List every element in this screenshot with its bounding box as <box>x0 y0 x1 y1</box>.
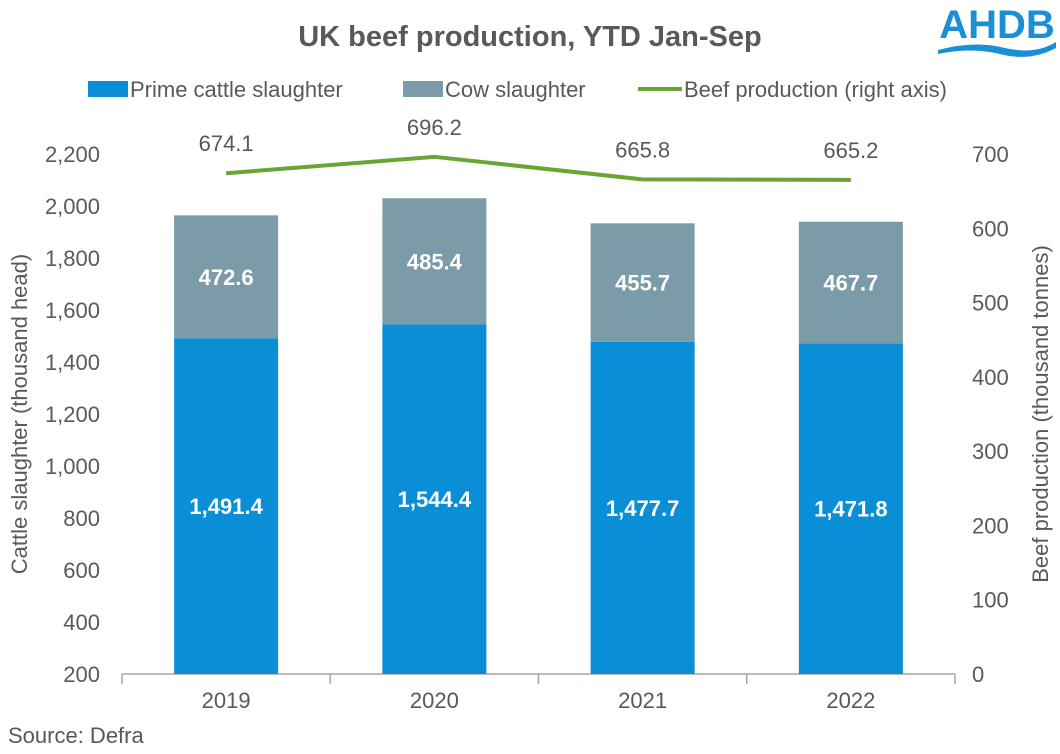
y-tick-label: 1,000 <box>45 454 100 479</box>
bar-data-label: 455.7 <box>615 271 670 296</box>
x-tick-label: 2022 <box>826 688 875 713</box>
x-tick-label: 2020 <box>410 688 459 713</box>
logo: AHDB <box>939 3 1055 47</box>
y-tick-label: 2,200 <box>45 142 100 167</box>
bar-data-label: 485.4 <box>407 249 463 274</box>
bar-cow <box>590 223 695 342</box>
y-tick-label: 1,800 <box>45 246 100 271</box>
bar-cow <box>798 221 903 344</box>
y2-tick-label: 400 <box>972 365 1009 390</box>
y2-tick-label: 100 <box>972 588 1009 613</box>
legend-swatch <box>88 81 128 97</box>
line-data-label: 674.1 <box>199 131 254 156</box>
bar-data-label: 467.7 <box>823 271 878 296</box>
y2-tick-label: 0 <box>972 662 984 687</box>
legend-swatch <box>403 81 443 97</box>
bar-data-label: 1,471.8 <box>814 497 887 522</box>
line-beef-production <box>225 154 851 182</box>
y-tick-label: 400 <box>63 610 100 635</box>
y2-tick-label: 700 <box>972 142 1009 167</box>
legend-label: Cow slaughter <box>445 77 586 102</box>
y2-axis-label: Beef production (thousand tonnes) <box>1028 245 1053 583</box>
bar-data-label: 1,491.4 <box>189 494 263 519</box>
y-tick-label: 1,600 <box>45 298 100 323</box>
bar-prime <box>590 341 695 674</box>
y-tick-label: 600 <box>63 558 100 583</box>
line-data-label: 665.2 <box>823 138 878 163</box>
y-tick-label: 1,200 <box>45 402 100 427</box>
y2-tick-label: 300 <box>972 439 1009 464</box>
legend-label: Beef production (right axis) <box>684 77 947 102</box>
logo-wave <box>938 42 1056 57</box>
chart-title: UK beef production, YTD Jan-Sep <box>298 21 762 53</box>
bar-prime <box>174 338 279 674</box>
bar-data-label: 472.6 <box>199 265 254 290</box>
bar-data-label: 1,544.4 <box>398 487 472 512</box>
y-axis-label: Cattle slaughter (thousand head) <box>7 254 32 574</box>
x-tick-label: 2021 <box>618 688 667 713</box>
source-note: Source: Defra <box>8 723 144 748</box>
line-data-label: 696.2 <box>407 115 462 140</box>
bar-prime <box>382 324 487 674</box>
y-tick-label: 800 <box>63 506 100 531</box>
bar-data-label: 1,477.7 <box>606 496 679 521</box>
line-data-label: 665.8 <box>615 137 670 162</box>
y2-tick-label: 600 <box>972 216 1009 241</box>
y-tick-label: 2,000 <box>45 194 100 219</box>
y-tick-label: 1,400 <box>45 350 100 375</box>
bar-cow <box>174 215 279 339</box>
y2-tick-label: 500 <box>972 291 1009 316</box>
y2-tick-label: 200 <box>972 513 1009 538</box>
bar-prime <box>798 343 903 674</box>
bar-cow <box>382 198 487 325</box>
x-tick-label: 2019 <box>202 688 251 713</box>
legend-label: Prime cattle slaughter <box>130 77 343 102</box>
y-tick-label: 200 <box>63 662 100 687</box>
